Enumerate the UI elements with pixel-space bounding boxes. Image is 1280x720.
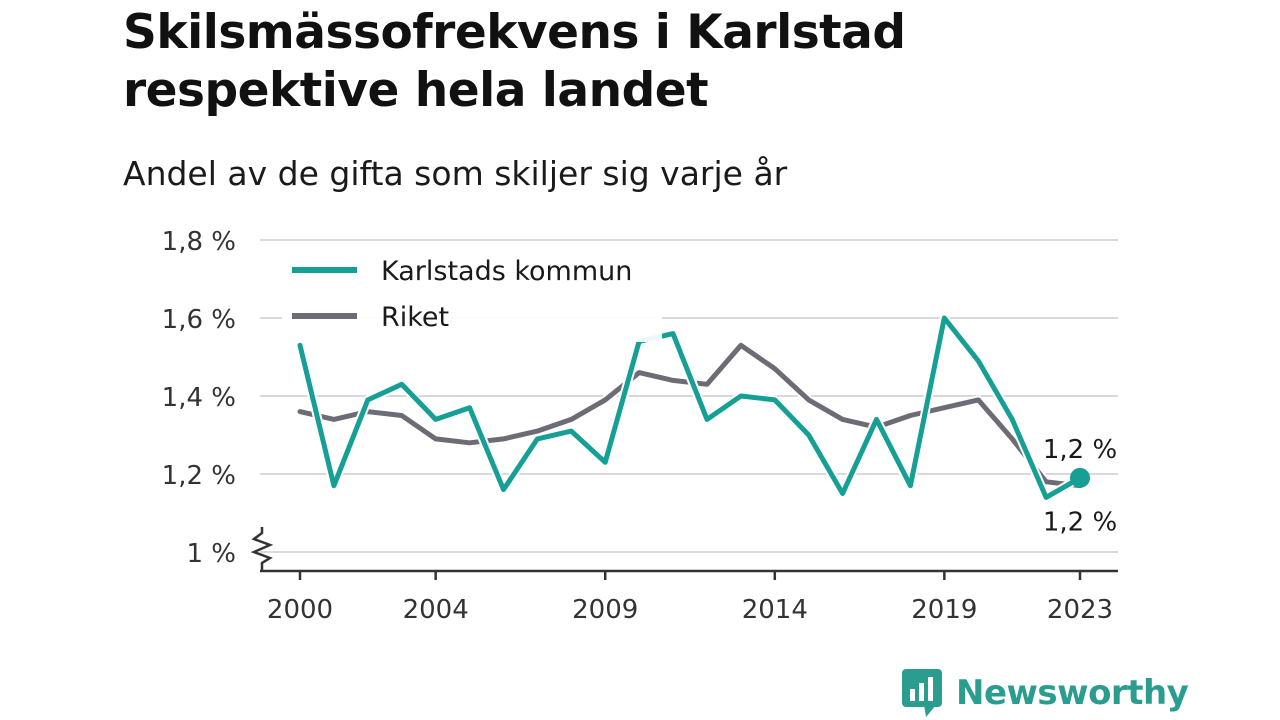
x-tick-label: 2000 (267, 595, 333, 625)
series-lines (295, 313, 1090, 502)
series-line-karlstad (297, 315, 1083, 500)
legend-label: Karlstads kommun (381, 256, 632, 287)
axis-break-icon (250, 527, 274, 571)
x-tick-label: 2009 (572, 595, 638, 625)
series-end-point (1070, 467, 1090, 488)
legend-background (282, 250, 662, 342)
y-tick-label: 1,2 % (162, 461, 236, 491)
y-tick-label: 1,6 % (162, 305, 236, 335)
newsworthy-logo: Newsworthy (902, 668, 1189, 718)
brand-name: Newsworthy (956, 673, 1189, 713)
y-tick-label: 1 % (186, 539, 236, 569)
legend: Karlstads kommun Riket (282, 250, 662, 342)
y-axis-tick-labels: 1 % 1,2 % 1,4 % 1,6 % 1,8 % (162, 227, 236, 569)
chart-title: Skilsmässofrekvens i Karlstad respektive… (123, 5, 906, 118)
y-tick-label: 1,4 % (162, 383, 236, 413)
end-value-label: 1,2 % (1043, 435, 1117, 465)
y-tick-label: 1,8 % (162, 227, 236, 257)
x-tick-label: 2014 (742, 595, 808, 625)
x-tick-label: 2004 (403, 595, 469, 625)
chart-subtitle: Andel av de gifta som skiljer sig varje … (123, 154, 788, 193)
gridlines (260, 239, 1118, 553)
x-tick-label: 2019 (911, 595, 977, 625)
legend-label: Riket (381, 302, 449, 333)
x-tick-label: 2023 (1047, 595, 1113, 625)
end-value-label: 1,2 % (1043, 508, 1117, 538)
x-axis: 2000 2004 2009 2014 2019 2023 (250, 527, 1118, 625)
bar-chart-speech-bubble-icon (902, 669, 942, 717)
end-labels: 1,2 % 1,2 % (1040, 432, 1120, 541)
